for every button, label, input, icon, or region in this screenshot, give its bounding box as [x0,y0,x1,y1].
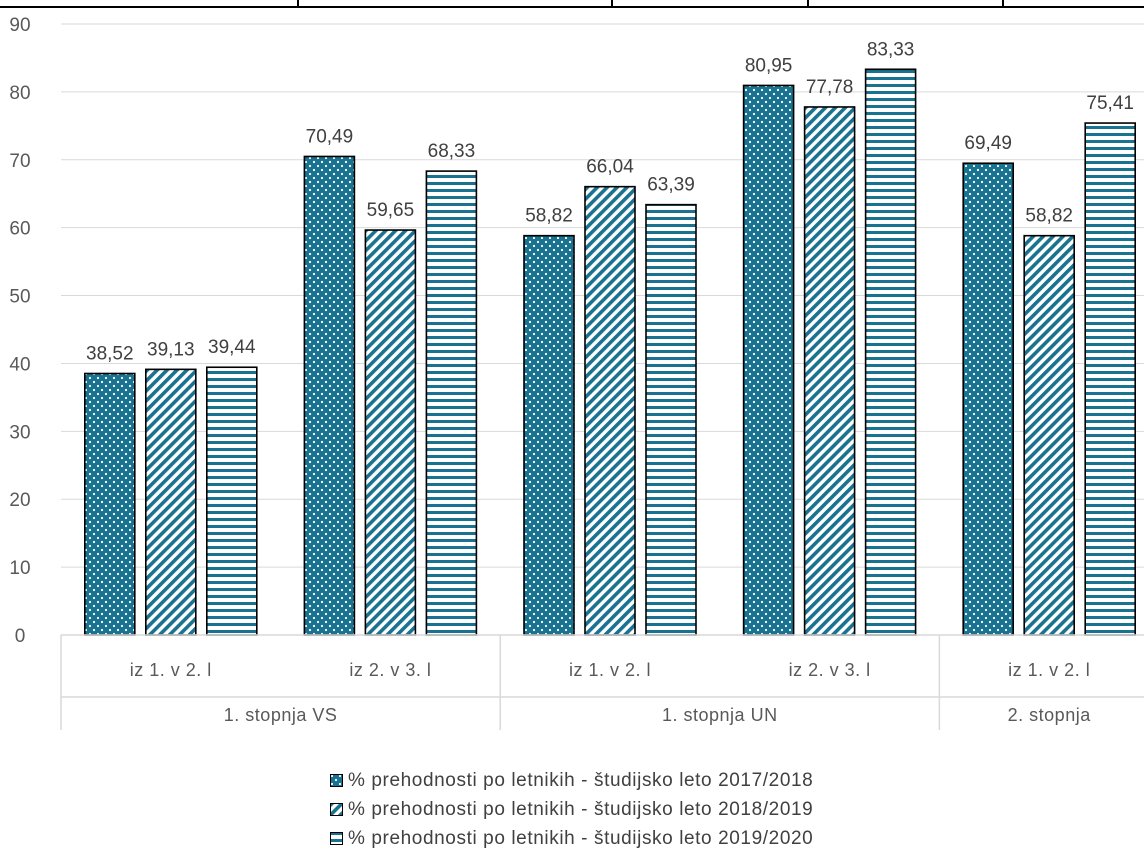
bar-horizontal [645,203,697,636]
data-label: 39,44 [208,337,256,358]
data-label: 58,82 [525,206,573,227]
y-axis-tick-labels: 0 10 20 30 40 50 60 70 80 90 [9,15,30,647]
data-label: 68,33 [428,141,476,162]
data-label: 38,52 [86,343,134,364]
x-category-label: iz 2. v 3. l [349,660,431,680]
bar-horizontal [425,170,478,636]
data-labels: 38,52 39,13 39,44 70,49 59,65 68,33 58,82 66,04… [86,39,1134,364]
data-label: 66,04 [586,157,634,178]
data-label: 59,65 [367,200,415,221]
y-tick-label: 0 [15,626,26,647]
y-tick-label: 80 [9,83,30,104]
x-category-label: iz 1. v 2. l [1008,660,1090,680]
bar-horizontal [206,366,258,636]
bar-diagonal [364,229,417,636]
bar-diagonal [145,368,197,636]
data-label: 39,13 [147,339,195,360]
data-label: 63,39 [647,175,695,196]
y-tick-label: 10 [9,558,30,579]
bar-horizontal [864,68,917,636]
y-tick-label: 40 [9,354,30,375]
x-group-label: 1. stopnja VS [224,705,338,725]
legend-label: % prehodnosti po letnikih - študijsko le… [348,827,814,849]
bar-diagonal [584,185,636,636]
legend-item-2017-2018: % prehodnosti po letnikih - študijsko le… [330,766,813,795]
y-tick-label: 30 [9,422,30,443]
x-category-label: iz 2. v 3. l [789,660,871,680]
data-label: 69,49 [964,133,1012,154]
legend-item-2018-2019: % prehodnosti po letnikih - študijsko le… [330,795,813,824]
bar-dots [523,234,575,636]
legend-swatch-dots-icon [330,774,343,787]
legend-swatch-diagonal-icon [330,803,343,816]
x-group-label: 2. stopnja [1008,705,1092,725]
bar-diagonal [803,106,856,636]
data-label: 80,95 [745,55,793,76]
bar-dots [742,84,795,636]
bar-dots [84,372,136,636]
y-tick-label: 20 [9,490,30,511]
legend-item-2019-2020: % prehodnosti po letnikih - študijsko le… [330,824,813,853]
bar-dots [303,155,356,636]
data-label: 77,78 [806,77,854,98]
y-tick-label: 90 [9,15,30,36]
legend-swatch-horizontal-icon [330,832,343,845]
x-category-label: iz 1. v 2. l [130,660,212,680]
bar-dots [962,162,1015,636]
y-tick-label: 60 [9,219,30,240]
bar-diagonal [1023,234,1075,636]
data-label: 75,41 [1086,93,1134,114]
data-label: 70,49 [306,126,354,147]
x-group-label: 1. stopnja UN [662,705,778,725]
y-tick-label: 70 [9,151,30,172]
data-label: 83,33 [867,39,915,60]
x-category-label: iz 1. v 2. l [569,660,651,680]
bar-horizontal [1084,122,1136,636]
y-tick-label: 50 [9,287,30,308]
data-label: 58,82 [1025,206,1073,227]
legend-label: % prehodnosti po letnikih - študijsko le… [348,769,814,791]
bar-chart: 0 10 20 30 40 50 60 70 80 90 38,52 39,13 39,44 70,49… [0,0,1144,730]
x-axis: iz 1. v 2. l iz 2. v 3. l iz 1. v 2. l iz 2… [60,634,1144,730]
legend-label: % prehodnosti po letnikih - študijsko le… [348,798,814,820]
legend: % prehodnosti po letnikih - študijsko le… [330,766,813,853]
top-table-border [0,0,1144,8]
